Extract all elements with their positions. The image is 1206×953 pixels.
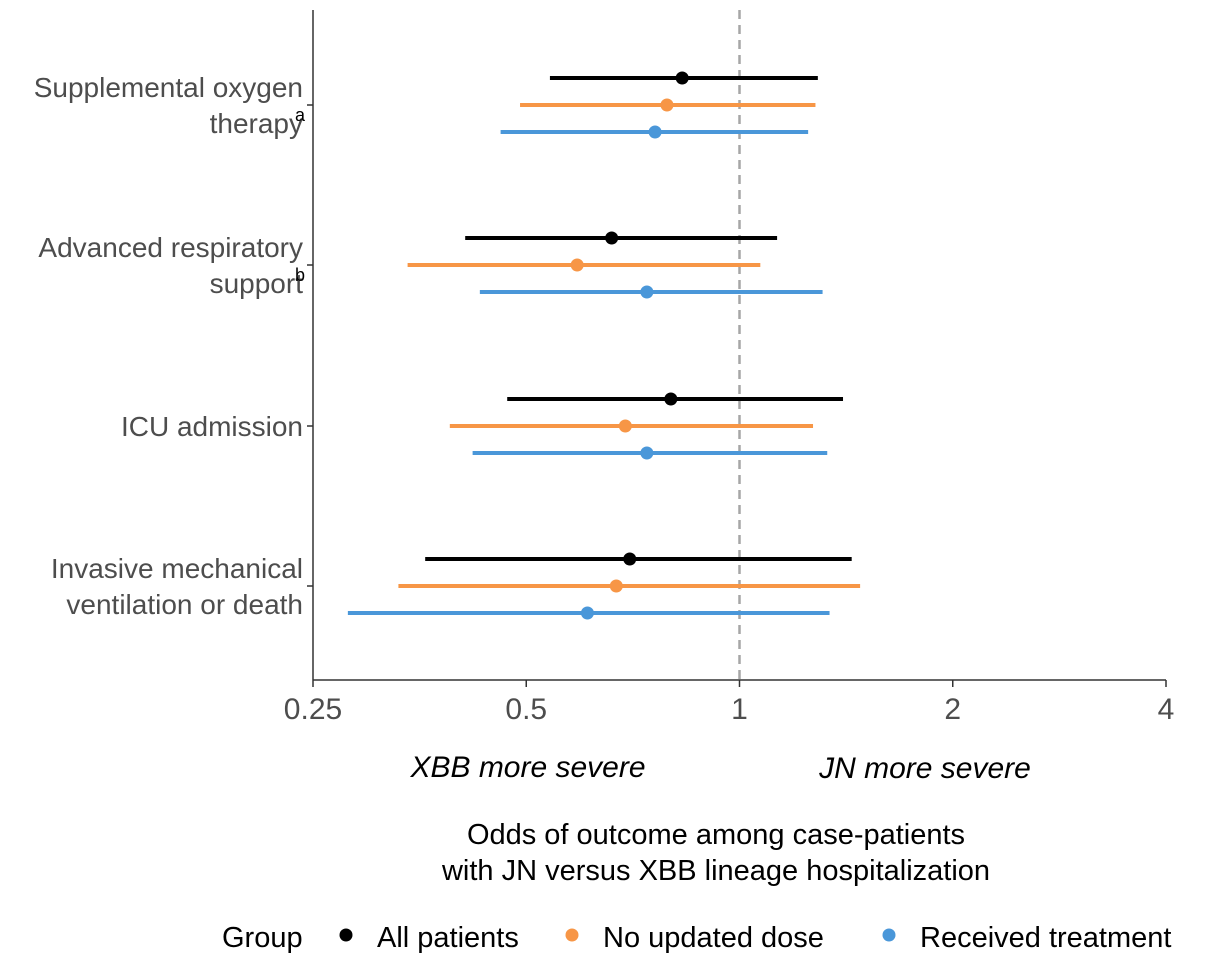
x-tick-label: 0.5 (505, 693, 547, 726)
legend-label: Received treatment (920, 922, 1171, 953)
estimate-point (640, 285, 654, 299)
annotation-left: XBB more severe (409, 751, 645, 784)
estimate-point (664, 392, 678, 406)
estimate-point (609, 579, 623, 593)
category-label: therapy (210, 108, 303, 139)
x-tick-label: 1 (731, 693, 748, 726)
estimate-point (570, 258, 584, 272)
category-label: Invasive mechanical (51, 553, 303, 584)
legend-title: Group (222, 922, 303, 953)
category-label: ventilation or death (66, 589, 303, 620)
x-tick-label: 4 (1158, 693, 1175, 726)
category-label: ICU admission (121, 411, 303, 442)
estimate-point (618, 419, 632, 433)
legend-label: All patients (377, 922, 519, 953)
estimate-point (580, 606, 594, 620)
estimate-point (623, 552, 637, 566)
estimate-point (660, 98, 674, 112)
legend-key (882, 928, 896, 942)
legend-key (565, 928, 579, 942)
legend: Group All patients No updated dose Receive… (222, 922, 1171, 953)
estimate-marks (347, 71, 861, 620)
estimate-point (675, 71, 689, 85)
x-axis-title-line-2: with JN versus XBB lineage hospitalizati… (441, 855, 990, 887)
category-label: support (210, 268, 304, 299)
x-tick-label: 2 (944, 693, 961, 726)
category-superscript: b (295, 265, 305, 285)
legend-key (339, 928, 353, 942)
x-ticks: 0.25 0.5 1 2 4 (284, 680, 1175, 726)
annotation-right: JN more severe (818, 752, 1031, 785)
category-superscript: a (295, 105, 306, 125)
category-label: Advanced respiratory (38, 232, 303, 263)
x-axis-title-line-1: Odds of outcome among case-patients (467, 819, 965, 851)
x-tick-label: 0.25 (284, 693, 342, 726)
category-label: Supplemental oxygen (34, 72, 303, 103)
legend-label: No updated dose (603, 922, 824, 953)
estimate-point (605, 231, 619, 245)
estimate-point (640, 446, 654, 460)
estimate-point (648, 125, 662, 139)
